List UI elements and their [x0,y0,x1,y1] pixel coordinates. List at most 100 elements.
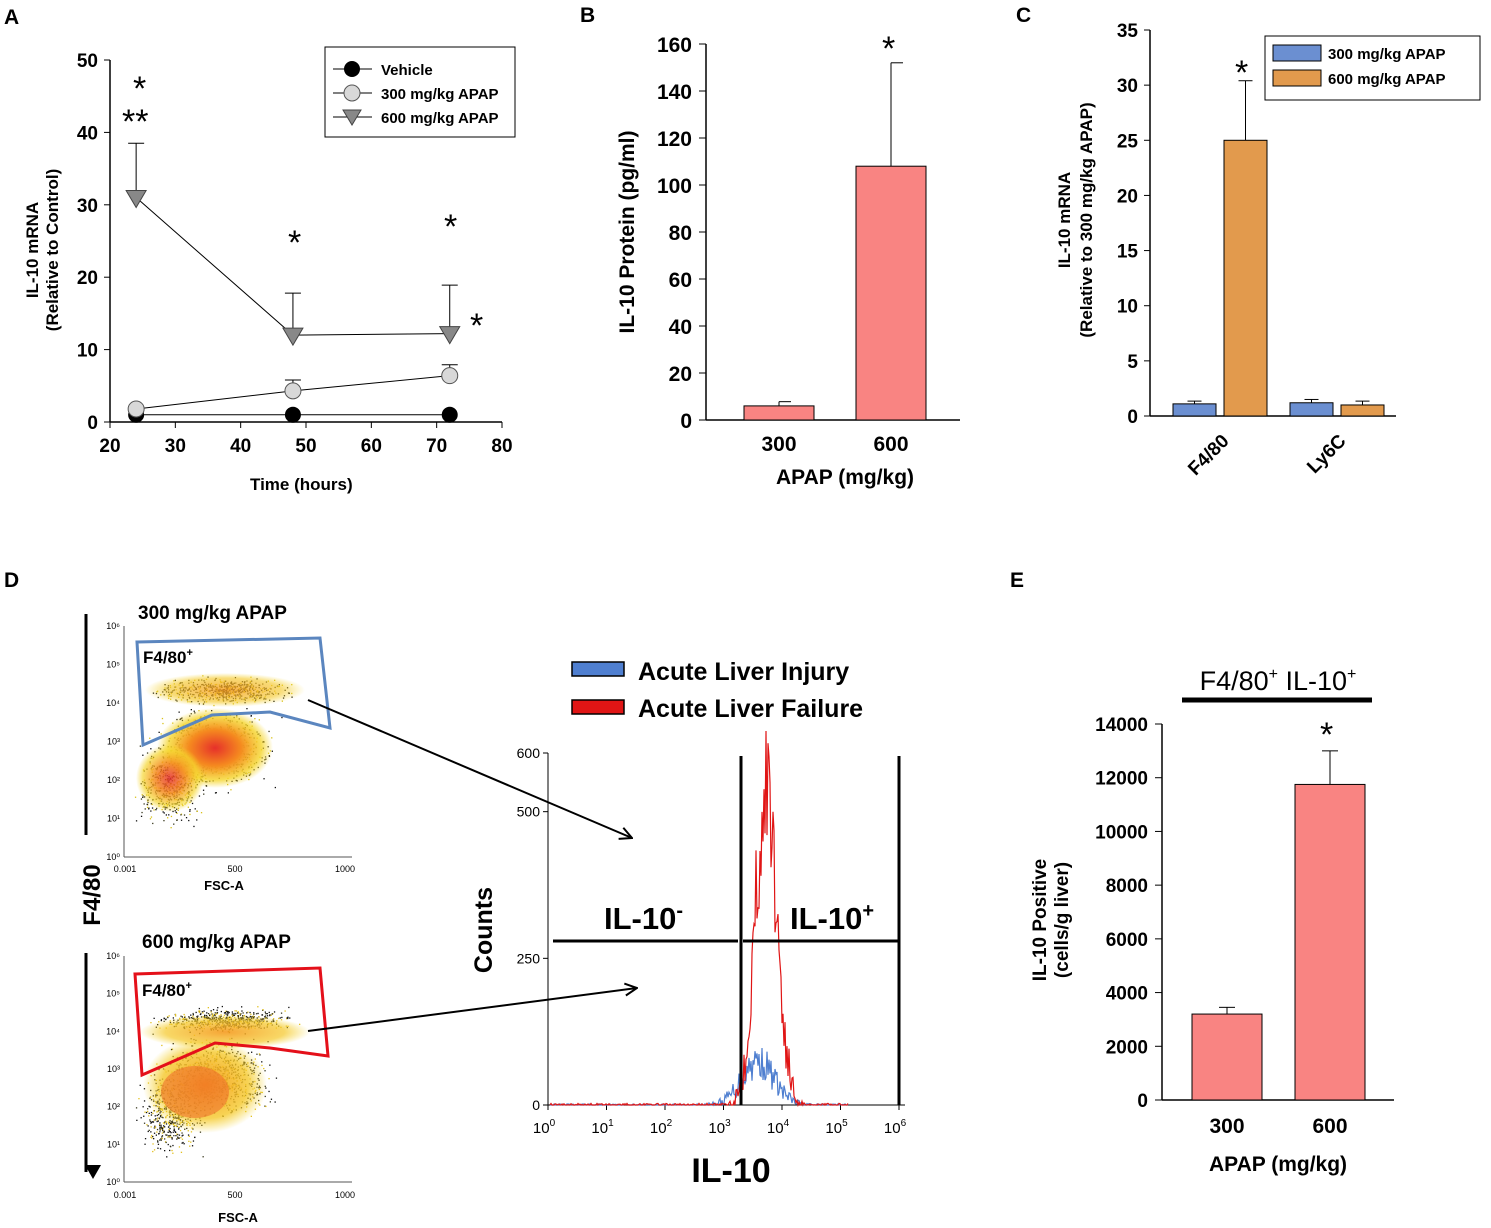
d-scatter-event [280,1012,283,1014]
d-scatter2-density-inner [161,1066,229,1118]
d-scatter-event [227,1011,229,1013]
d-scatter-event [148,1112,150,1114]
d-scatter-event [225,1010,227,1012]
d-scatter-event [158,1132,160,1135]
d-scatter-event [217,1007,219,1009]
d-scatter-event [143,1115,145,1117]
legend-c-300-swatch [1272,44,1322,62]
d-hist-xtick-label: 102 [650,1118,673,1137]
panel-e-ytick-label: 8000 [1106,876,1148,897]
d-scatter-event [161,1127,164,1129]
d-scatter-event [210,1010,212,1012]
d-scatter-event [253,1013,255,1015]
d-scatter-event [182,1134,184,1136]
d-scatter-event [153,1149,156,1151]
d-scatter-event [254,718,256,720]
d-scatter-event [271,737,273,739]
d-scatter-event [158,1117,160,1119]
d-scatter-event [168,814,170,816]
d-scatter-event [181,1135,183,1137]
d-scatter-event [214,1014,216,1016]
d-scatter-event [140,815,143,817]
d-scatter-event [164,1126,166,1128]
d-scatter-event [188,1135,190,1137]
d-scatter-event [225,1013,227,1015]
panel-e-bar-600 [1294,783,1366,1101]
d-scatter-event [161,717,164,720]
d-scatter-event [165,1123,168,1125]
d-scatter-event [263,778,265,780]
d-hist-ytick-label: 0 [532,1097,540,1113]
d-scatter-event [284,1010,286,1012]
d-hist-curve-injury [550,1047,849,1107]
d-scatter-event [159,1122,161,1124]
d-scatter-ytick: 10⁴ [106,698,120,708]
d-scatter-event [257,1006,259,1008]
panel-e-bar-chart: F4/80+ IL-10+ 0 2000 4000 6000 8000 10000 1200… [1030,666,1394,1176]
d-scatter-event [148,808,150,810]
d-scatter-event [162,1122,165,1124]
d-scatter-event [138,1098,140,1100]
d-scatter-event [143,1122,146,1124]
panel-a-x-label: Time (hours) [250,475,353,494]
panel-a-ytick-label: 20 [77,268,98,289]
d-scatter-event [160,1019,163,1021]
d-f480-axis-label: F4/80 [79,864,106,925]
d-scatter-event [269,1014,271,1016]
panel-e-bar-300 [1191,1013,1263,1101]
d-scatter-event [159,1131,161,1133]
d-scatter-event [170,827,172,829]
d-scatter-event [259,1054,261,1056]
d-scatter-event [159,1126,161,1128]
d-scatter-event [170,1146,172,1148]
d-hist-xtick-label: 101 [591,1118,614,1137]
panel-a-star-3: * [288,224,301,262]
d-scatter-event [178,1134,181,1136]
panel-c-bar-0-0 [1172,403,1217,417]
d-scatter-event [264,1011,266,1013]
panel-a-ytick-label: 10 [77,341,98,362]
panel-c-grouped-bar-chart: 0 5 10 15 20 25 30 35 F4/80 Ly6C IL-10 mRNA (Re… [1055,21,1481,480]
d-scatter-event [249,1011,251,1014]
d-scatter-event [159,1124,161,1127]
d-scatter-ytick: 10⁴ [106,1026,120,1036]
d-gate-label-1: F4/80+ [143,647,193,667]
d-hist-ytick-label: 250 [517,950,541,966]
d-scatter-event [192,1015,194,1017]
d-scatter-event [242,1012,244,1014]
d-scatter-event [143,803,145,805]
d-scatter-event [174,1131,176,1133]
panel-a-xtick-label: 30 [165,436,186,457]
d-scatter-event [146,1124,148,1126]
d-scatter-event [178,1137,180,1139]
d-scatter-event [231,1011,233,1013]
d-scatter-event [161,1044,163,1047]
d-scatter-event [199,1011,201,1014]
d-scatter-event [241,1006,243,1008]
d-scatter-event [155,809,157,811]
d-scatter-event [140,798,143,800]
d-scatter-event [177,1136,179,1138]
d-hist-xtick-label: 103 [708,1118,731,1137]
d-scatter-event [176,1133,178,1135]
d-scatter-event [157,1141,159,1143]
d-hist-y-label: Counts [470,887,498,973]
d-scatter-event [176,812,178,814]
panel-e-title: F4/80+ IL-10+ [1200,666,1357,696]
d-scatter-event [154,1126,157,1128]
d-scatter-event [153,1138,155,1140]
panel-a-xtick-label: 20 [99,436,120,457]
d-scatter-event [168,1124,171,1126]
d-scatter-event [190,709,192,711]
d-scatter-event [153,809,155,811]
d-scatter-event [275,1077,278,1079]
d-scatter-event [202,1012,204,1014]
d-scatter-event [269,1014,271,1017]
d-scatter-event [253,1012,255,1014]
d-scatter-event [173,1129,175,1131]
d-scatter-event [178,711,180,713]
d-scatter-event [169,1134,172,1137]
panel-a-star-5: * [470,307,483,345]
d-scatter-event [202,1156,204,1158]
